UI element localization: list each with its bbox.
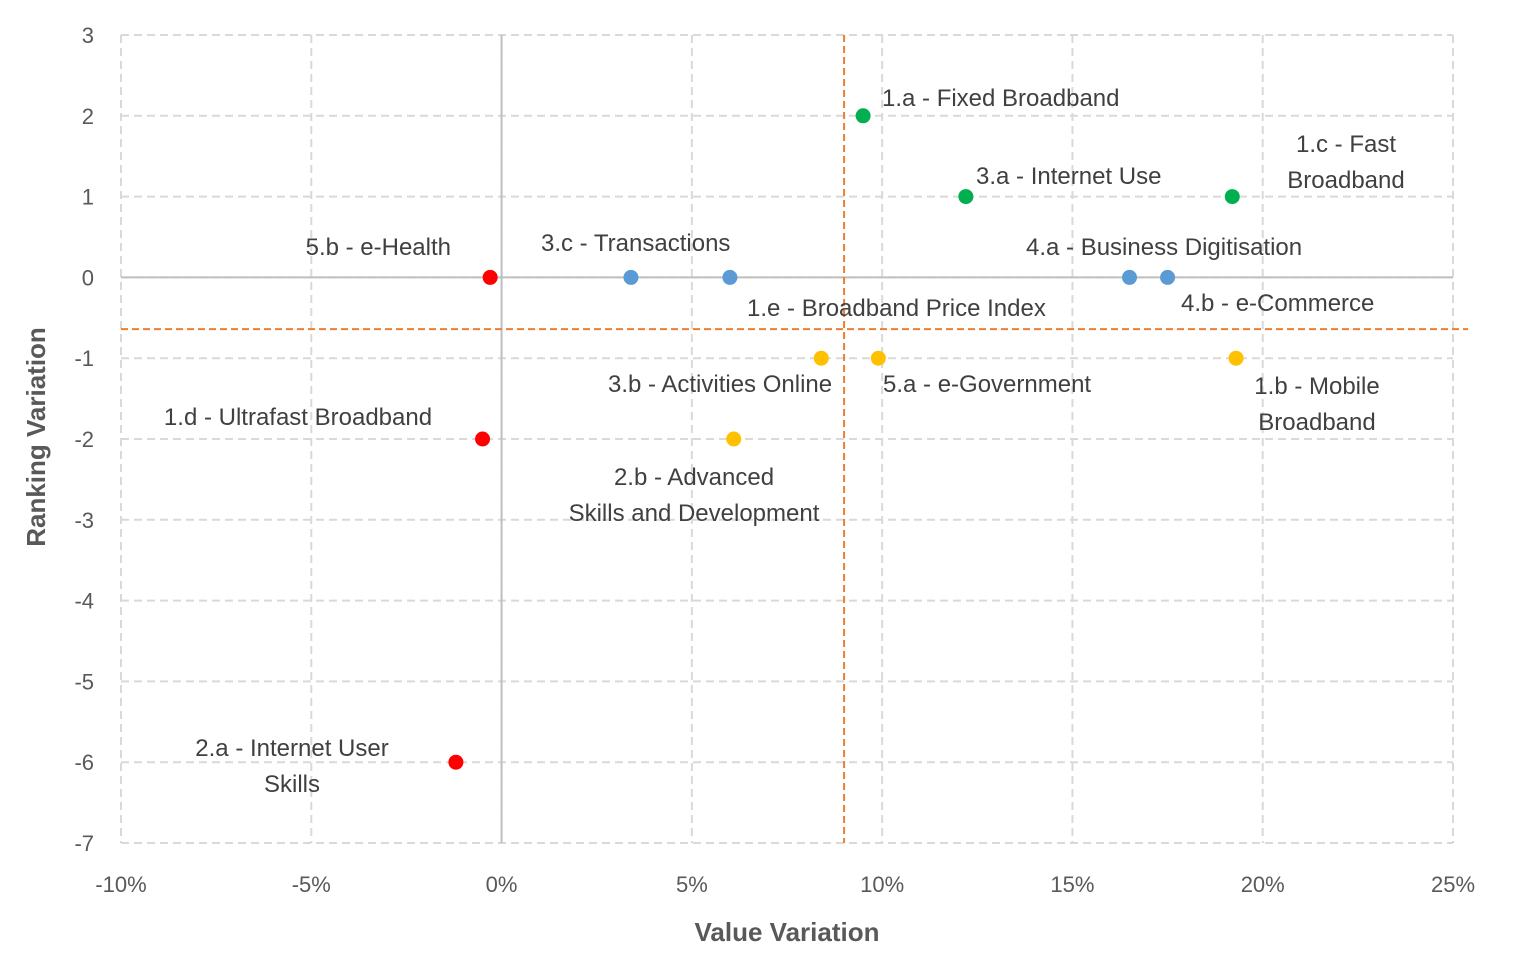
y-tick-label: 1: [82, 185, 94, 210]
y-axis-title: Ranking Variation: [21, 327, 51, 547]
data-point: [623, 269, 639, 285]
reference-lines: [121, 35, 1468, 843]
point-labels: 1.a - Fixed Broadband 1.c - Fast Broadband…: [164, 85, 1405, 798]
data-point: [482, 269, 498, 285]
data-point: [722, 269, 738, 285]
data-point: [475, 431, 491, 447]
x-tick-label: 0%: [486, 872, 518, 897]
point-label: 3.b - Activities Online: [608, 371, 832, 398]
point-label: 3.a - Internet Use: [976, 163, 1161, 190]
x-tick-label: 10%: [860, 872, 904, 897]
y-tick-label: 3: [82, 23, 94, 48]
y-tick-label: -5: [74, 669, 94, 694]
data-point: [813, 350, 829, 366]
data-point: [1122, 269, 1138, 285]
point-label: 3.c - Transactions: [541, 230, 730, 257]
x-tick-label: 25%: [1431, 872, 1475, 897]
y-tick-label: 2: [82, 104, 94, 129]
y-tick-label: -3: [74, 508, 94, 533]
y-tick-label: -7: [74, 831, 94, 856]
data-point: [1160, 269, 1176, 285]
y-tick-label: -1: [74, 346, 94, 371]
x-tick-label: 20%: [1241, 872, 1285, 897]
y-tick-label: -2: [74, 427, 94, 452]
point-label: 5.b - e-Health: [306, 234, 451, 261]
data-point: [1224, 189, 1240, 205]
point-label: 4.a - Business Digitisation: [1026, 234, 1302, 261]
x-tick-label: 5%: [676, 872, 708, 897]
point-label: 1.b - Mobile Broadband: [1254, 373, 1379, 436]
x-tick-label: 15%: [1050, 872, 1094, 897]
point-label: 5.a - e-Government: [883, 371, 1091, 398]
y-tick-label: -6: [74, 750, 94, 775]
data-point: [448, 754, 464, 770]
data-point: [1228, 350, 1244, 366]
y-tick-label: 0: [82, 265, 94, 290]
y-tick-label: -4: [74, 589, 94, 614]
tick-labels: -10% -5% 0% 5% 10% 15% 20% 25% 3 2 1 0 -1 -2 -3 -4 -5 -6 -…: [74, 23, 1475, 897]
point-label: 1.d - Ultrafast Broadband: [164, 404, 432, 431]
data-point: [855, 108, 871, 124]
point-label: 1.e - Broadband Price Index: [747, 295, 1046, 322]
point-label: 2.b - Advanced Skills and Development: [569, 464, 820, 527]
point-label: 1.c - Fast Broadband: [1287, 131, 1404, 194]
data-point: [958, 189, 974, 205]
point-label: 4.b - e-Commerce: [1181, 290, 1374, 317]
x-tick-label: -5%: [292, 872, 331, 897]
grid: [120, 34, 1454, 844]
x-axis-title: Value Variation: [695, 917, 880, 947]
point-label: 2.a - Internet User Skills: [195, 735, 388, 798]
x-tick-label: -10%: [95, 872, 146, 897]
point-label: 1.a - Fixed Broadband: [882, 85, 1119, 112]
axes: [121, 35, 1453, 843]
data-point: [870, 350, 886, 366]
data-point: [726, 431, 742, 447]
points: [448, 108, 1244, 770]
